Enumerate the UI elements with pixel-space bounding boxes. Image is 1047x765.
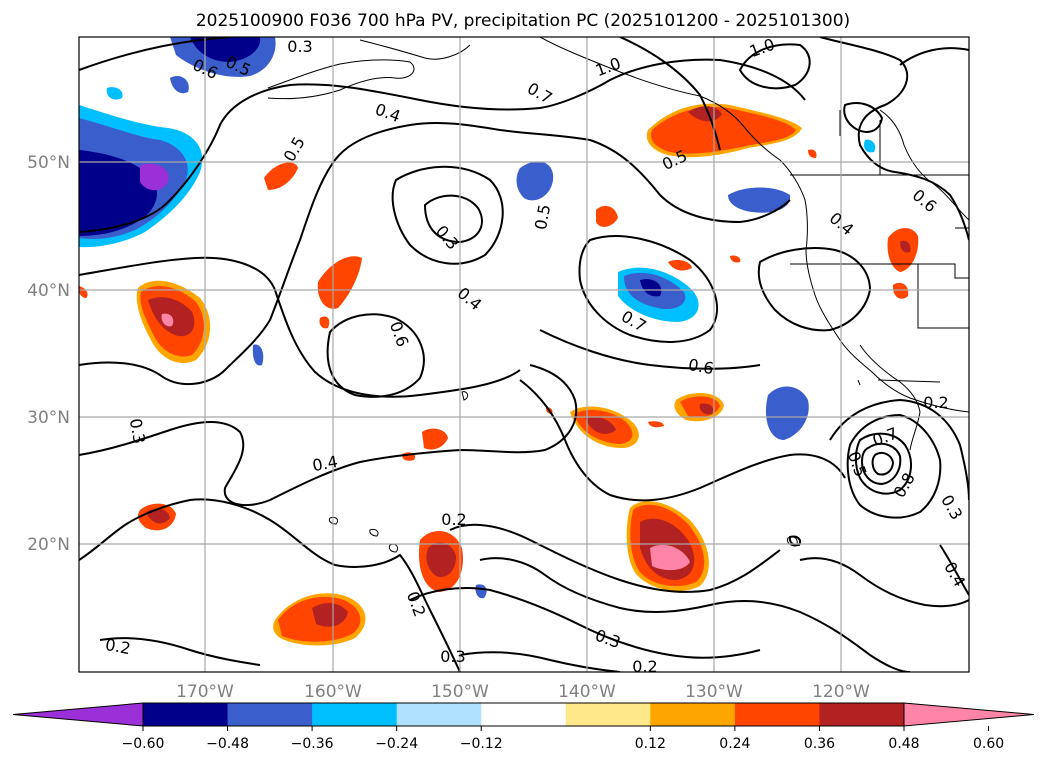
colorbar-segment [734,703,820,726]
contour-label: 0.2 [441,510,466,529]
contour-label: 0.3 [287,37,312,56]
colorbar-tick-label: −0.24 [375,736,418,752]
coastlines [267,37,969,553]
map-frame [78,36,970,673]
colorbar-segment [143,703,229,726]
positive-precip-shading [79,103,919,646]
colorbar-frame [142,702,905,727]
figure-title: 2025100900 F036 700 hPa PV, precipitatio… [196,11,850,31]
colorbar-tick-label: −0.12 [460,736,503,752]
colorbar-tick-label: 0.60 [973,736,1004,752]
lon-label-130w: 130°W [685,682,743,702]
colorbar-tick-label: 0.12 [635,736,666,752]
longitude-labels: 170°W 160°W 150°W 140°W 130°W 120°W [176,682,870,702]
lat-label-30n: 30°N [27,408,70,428]
lat-label-20n: 20°N [27,535,70,555]
colorbar-segment [396,703,482,726]
contour-label: 0.2 [923,393,948,412]
colorbar-min-extension [12,702,144,727]
contour-label: 0.3 [126,417,149,445]
lon-label-170w: 170°W [176,682,234,702]
lon-label-150w: 150°W [431,682,489,702]
map-background [79,37,969,672]
colorbar-tick-label: −0.60 [122,736,165,752]
lon-label-140w: 140°W [558,682,616,702]
colorbar-segment [227,703,313,726]
pv-contours [79,37,969,672]
contour-label: 0.3 [440,647,465,666]
colorbar-segment [565,703,651,726]
colorbar-tick-label: −0.36 [291,736,334,752]
graticule [79,37,969,672]
contour-label: 0.5 [531,203,554,231]
contour-label: 0.6 [687,355,715,378]
contour-label: 0.2 [632,657,657,676]
colorbar-tick-label: 0.36 [804,736,835,752]
colorbar-max-extension [903,702,1035,727]
colorbar-segment [481,703,567,726]
contour-label: 0.4 [311,452,339,475]
lat-label-40n: 40°N [27,281,70,301]
lon-label-160w: 160°W [304,682,362,702]
lat-label-50n: 50°N [27,153,70,173]
colorbar-segment [819,703,905,726]
latitude-labels: 50°N 40°N 30°N 20°N [27,153,70,555]
lon-label-120w: 120°W [812,682,870,702]
colorbar: −0.60 −0.48 −0.36 −0.24 −0.12 0.12 0.24 0.36 0.4… [12,702,1035,752]
negative-precip-shading [79,37,876,599]
contour-label: 0.2 [104,635,132,658]
colorbar-segment [650,703,736,726]
colorbar-tick-label: 0.24 [719,736,750,752]
map-panel: 0.3 0.5 0.6 0.4 0.5 0.7 1.0 1.0 0.5 0.6 … [27,35,970,702]
colorbar-tick-label: −0.48 [206,736,249,752]
colorbar-segment [312,703,398,726]
colorbar-tick-label: 0.48 [888,736,919,752]
